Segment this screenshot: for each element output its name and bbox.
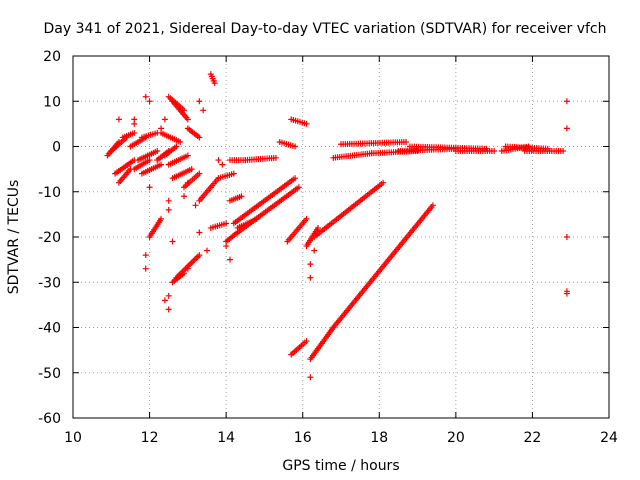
y-tick-label: 0: [52, 140, 61, 156]
x-axis-label: GPS time / hours: [282, 458, 399, 474]
data-point: [158, 161, 165, 168]
data-point: [131, 116, 138, 123]
chart-title: Day 341 of 2021, Sidereal Day-to-day VTE…: [43, 21, 606, 37]
y-tick-labels: -60 -50 -40 -30 -20 -10 0 10 20: [38, 49, 61, 427]
data-point: [295, 184, 302, 191]
x-tick-label: 16: [294, 430, 312, 446]
data-point: [146, 157, 153, 164]
data-point: [196, 229, 203, 236]
axis-ticks: [72, 55, 610, 419]
y-tick-label: 20: [43, 49, 61, 65]
grid: [73, 56, 609, 418]
data-point: [192, 202, 199, 209]
data-point: [154, 148, 161, 155]
data-point: [161, 297, 168, 304]
y-tick-label: -30: [38, 275, 61, 291]
data-point: [563, 125, 570, 132]
data-point: [196, 98, 203, 105]
x-tick-label: 10: [64, 430, 82, 446]
data-point: [560, 148, 567, 155]
data-point: [158, 125, 165, 132]
data-point: [211, 80, 218, 87]
data-points: [104, 71, 570, 381]
data-point: [142, 252, 149, 259]
data-point: [196, 252, 203, 259]
data-point: [188, 166, 195, 173]
data-point: [219, 161, 226, 168]
data-point: [303, 338, 310, 345]
y-axis-label: SDTVAR / TECUs: [6, 180, 22, 295]
data-point: [142, 93, 149, 100]
data-point: [177, 138, 184, 145]
x-tick-label: 20: [447, 430, 465, 446]
data-point: [223, 243, 230, 250]
data-point: [215, 157, 222, 164]
data-point: [563, 98, 570, 105]
data-point: [196, 134, 203, 141]
data-point: [563, 290, 570, 297]
data-point: [115, 116, 122, 123]
data-point: [165, 206, 172, 213]
x-tick-label: 14: [217, 430, 235, 446]
x-tick-labels: 10 12 14 16 18 20 22 24: [64, 430, 618, 446]
data-point: [544, 145, 551, 152]
data-point: [380, 179, 387, 186]
y-tick-label: -40: [38, 321, 61, 337]
data-point: [184, 265, 191, 272]
y-tick-label: 10: [43, 94, 61, 110]
data-point: [184, 179, 191, 186]
x-tick-label: 24: [600, 430, 618, 446]
data-point: [169, 238, 176, 245]
data-point: [204, 247, 210, 254]
data-point: [238, 193, 245, 200]
data-point: [146, 98, 153, 105]
y-tick-label: -50: [38, 366, 61, 382]
data-point: [403, 138, 410, 145]
data-point: [311, 247, 318, 254]
data-point: [491, 148, 498, 155]
x-tick-label: 22: [524, 430, 542, 446]
data-point: [184, 152, 191, 159]
data-point: [483, 145, 490, 152]
data-point: [272, 154, 279, 161]
data-point: [315, 224, 322, 231]
data-point: [146, 184, 153, 191]
data-point: [303, 215, 310, 222]
data-point: [307, 274, 314, 281]
data-point: [165, 306, 172, 313]
data-point: [253, 215, 260, 222]
data-point: [184, 116, 191, 123]
data-point: [303, 120, 310, 127]
data-point: [181, 193, 188, 200]
data-point: [142, 265, 149, 272]
x-tick-label: 18: [370, 430, 388, 446]
data-point: [223, 220, 230, 227]
data-point: [226, 256, 233, 263]
x-tick-label: 12: [141, 430, 159, 446]
data-point: [196, 170, 203, 177]
data-point: [563, 234, 570, 240]
y-tick-label: -10: [38, 185, 61, 201]
data-point: [173, 143, 180, 150]
data-point: [307, 261, 314, 268]
data-point: [131, 129, 138, 136]
data-point: [307, 374, 314, 381]
y-tick-label: -60: [38, 411, 61, 427]
data-point: [292, 143, 299, 150]
data-point: [165, 197, 172, 204]
data-point: [429, 202, 436, 209]
data-point: [165, 292, 172, 299]
data-point: [161, 116, 168, 123]
data-point: [200, 107, 207, 114]
data-point: [292, 175, 299, 182]
y-tick-label: -20: [38, 230, 61, 246]
data-point: [230, 170, 237, 177]
data-point: [158, 215, 165, 222]
